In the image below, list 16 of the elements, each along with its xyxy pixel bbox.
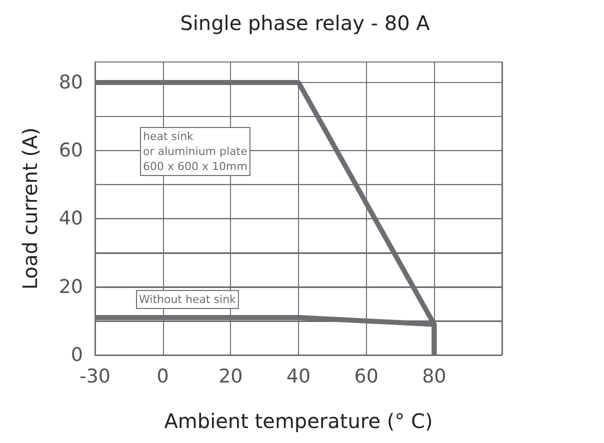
annotation: Without heat sink [139, 293, 237, 306]
y-tick-label: 60 [58, 140, 83, 162]
y-tick-label: 40 [58, 208, 83, 230]
x-tick-label: 20 [218, 366, 243, 388]
x-axis-title: Ambient temperature (° C) [164, 409, 433, 433]
chart-title: Single phase relay - 80 A [180, 11, 430, 35]
y-tick-label: 20 [58, 276, 83, 298]
x-tick-label: 80 [422, 366, 446, 388]
x-tick-label: -30 [79, 366, 111, 388]
annotation: heat sink or aluminium plate 600 x 600 x 10mm [143, 130, 248, 173]
x-tick-label: 40 [286, 366, 311, 388]
x-tick-label: 0 [156, 366, 169, 388]
y-axis-title: Load current (A) [18, 127, 42, 290]
y-tick-label: 0 [70, 344, 83, 366]
x-tick-label: 60 [354, 366, 378, 388]
y-tick-label: 80 [58, 71, 83, 94]
